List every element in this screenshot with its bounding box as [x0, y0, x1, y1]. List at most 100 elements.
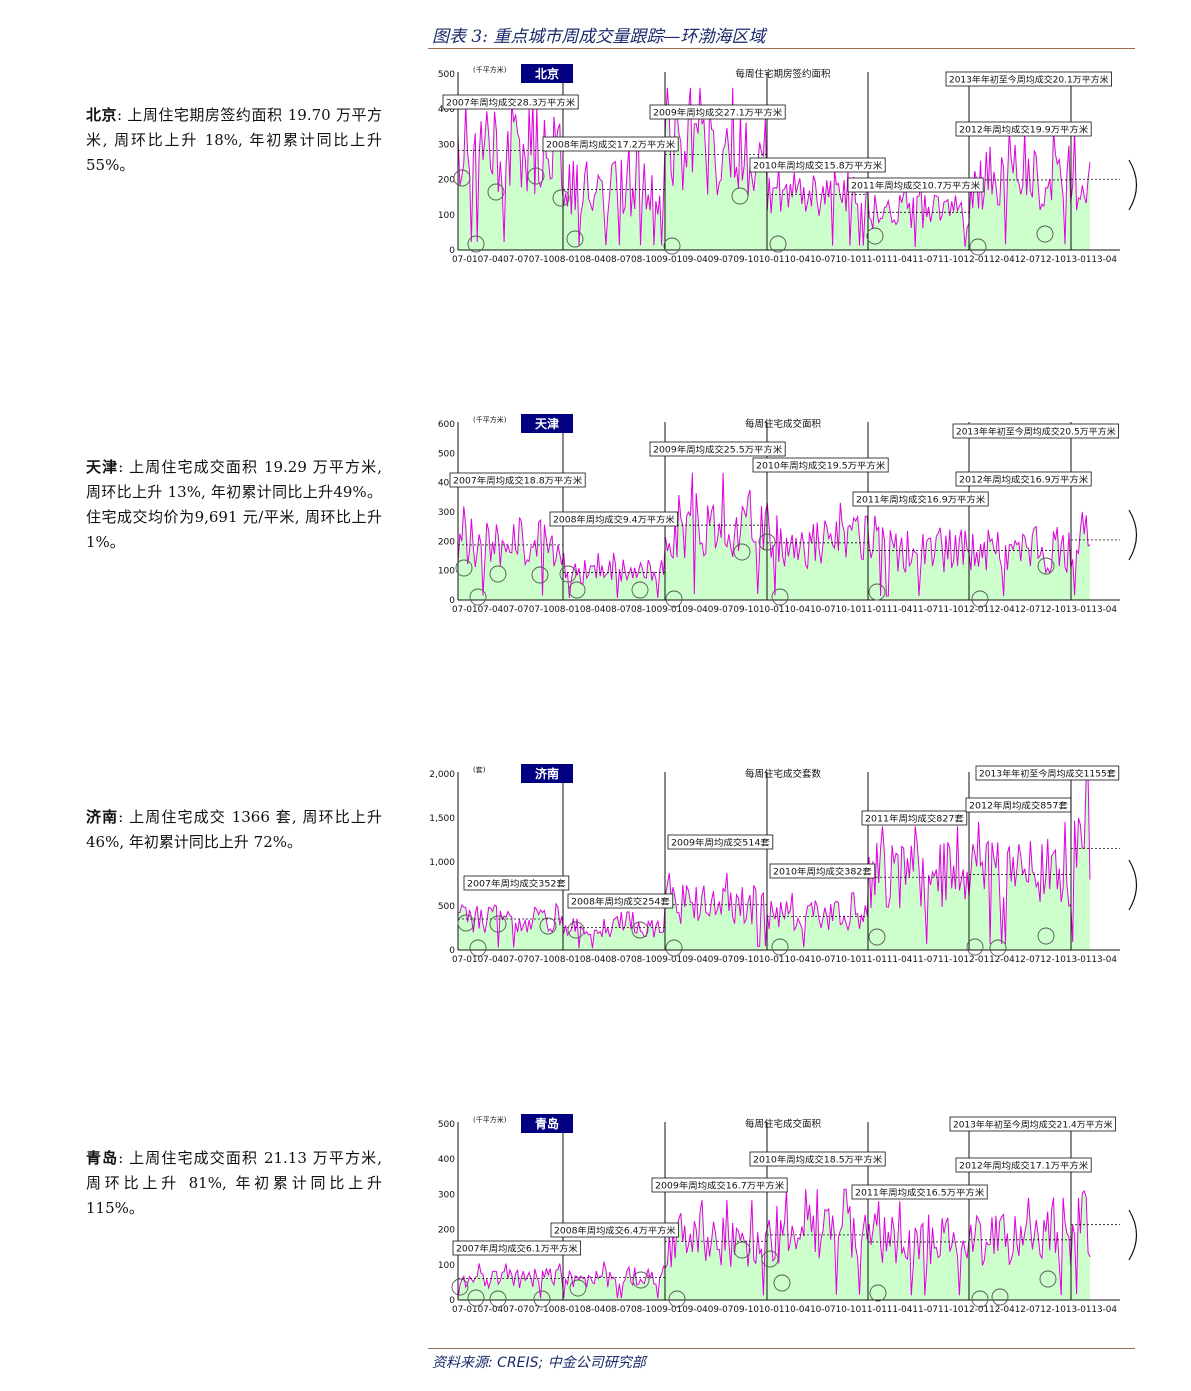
commentary-city: 济南 — [86, 808, 119, 826]
chart-tianjin: 0 100 200 300 400 500 600 07-0107-0407-0707-100… — [438, 414, 1138, 615]
highlight-circle — [969, 238, 987, 256]
annotation-box — [649, 441, 786, 457]
annotation-label: 2008年周均成交254套 — [571, 897, 670, 908]
y-tick-label: 100 — [438, 211, 455, 221]
y-tick-label: 500 — [438, 1120, 455, 1130]
y-tick-label: 400 — [438, 479, 455, 489]
chart-subtitle: 每周住宅成交套数 — [745, 768, 822, 780]
annotation-box — [463, 875, 570, 891]
highlight-circle — [467, 1289, 485, 1307]
city-badge — [521, 414, 573, 433]
city-badge-label: 济南 — [535, 766, 559, 781]
annotation-box — [851, 1184, 988, 1200]
y-tick-label: 0 — [449, 1296, 455, 1306]
highlight-circle — [457, 914, 475, 932]
highlight-circle — [1039, 1270, 1057, 1288]
annotation-box — [945, 71, 1113, 87]
series-area — [458, 1189, 1090, 1300]
unit-label: (千平方米) — [473, 1115, 507, 1124]
bracket-mark — [1128, 159, 1138, 211]
chart-subtitle: 每周住宅成交面积 — [745, 418, 822, 430]
annotation-label: 2013年年初至今周均成交20.1万平方米 — [949, 75, 1109, 86]
highlight-circle — [773, 1274, 791, 1292]
annotation-label: 2007年周均成交352套 — [467, 879, 566, 890]
highlight-circle — [469, 939, 487, 957]
city-badge-label: 天津 — [535, 416, 559, 431]
annotation-box — [449, 472, 586, 488]
highlight-circle — [568, 581, 586, 599]
source-note: 资料来源: CREIS; 中金公司研究部 — [432, 1355, 646, 1371]
city-badge — [521, 764, 573, 783]
chart-beijing: 0 100 200 300 400 500 07-0107-0407-0707-1008-0… — [438, 64, 1138, 265]
series-area — [458, 87, 1090, 250]
annotation-label: 2007年周均成交18.8万平方米 — [453, 476, 583, 487]
highlight-circle — [1037, 927, 1055, 945]
chart-qingdao: 0 100 200 300 400 500 07-0107-0407-0707-1008-0… — [438, 1114, 1138, 1315]
annotation-label: 2012年周均成交19.9万平方米 — [959, 125, 1089, 136]
annotation-label: 2009年周均成交25.5万平方米 — [653, 445, 783, 456]
annotation-box — [452, 1240, 581, 1256]
unit-label: (千平方米) — [473, 415, 507, 424]
highlight-circle — [733, 543, 751, 561]
annotation-box — [752, 457, 889, 473]
unit-label: (套) — [473, 765, 486, 774]
annotation-box — [955, 1157, 1092, 1173]
y-tick-label: 300 — [438, 1190, 455, 1200]
bracket-mark — [1128, 509, 1138, 561]
chart-jinan: 0 500 1,000 1,500 2,000 07-0107-0407-0707-100… — [429, 764, 1138, 965]
annotation-label: 2011年周均成交827套 — [865, 814, 964, 825]
annotation-label: 2010年周均成交382套 — [773, 867, 872, 878]
annotation-label: 2007年周均成交6.1万平方米 — [456, 1244, 578, 1255]
annotation-box — [847, 177, 984, 193]
highlight-circle — [761, 1250, 779, 1268]
highlight-circle — [489, 1290, 507, 1308]
annotation-box — [955, 121, 1092, 137]
bottom-rule — [428, 1348, 1135, 1349]
city-badge-label: 青岛 — [535, 1116, 559, 1131]
highlight-circle — [453, 169, 471, 187]
annotation-label: 2009年周均成交514套 — [671, 838, 770, 849]
annotation-box — [542, 136, 679, 152]
highlight-circle — [552, 189, 570, 207]
annotation-box — [442, 94, 579, 110]
commentary-text: : 上周住宅成交面积 21.13 万平方米, 周环比上升 81%, 年初累计同比… — [86, 1149, 382, 1217]
annotation-box — [852, 491, 989, 507]
y-tick-label: 400 — [438, 1155, 455, 1165]
highlight-circle — [966, 938, 984, 956]
y-tick-label: 400 — [438, 105, 455, 115]
highlight-circle — [487, 183, 505, 201]
annotation-label: 2013年年初至今周均成交20.5万平方米 — [956, 427, 1116, 438]
x-tick-labels: 07-0107-0407-0707-1008-0108-0408-0708-10… — [452, 1305, 1117, 1315]
annotation-label: 2007年周均成交28.3万平方米 — [446, 98, 576, 109]
y-tick-label: 1,000 — [429, 858, 455, 868]
highlight-circle — [989, 939, 1007, 957]
commentary-qingdao: 青岛: 上周住宅成交面积 21.13 万平方米, 周环比上升 81%, 年初累计… — [86, 1146, 382, 1221]
annotation-box — [749, 157, 886, 173]
highlight-circle — [971, 590, 989, 608]
y-tick-label: 600 — [438, 420, 455, 430]
highlight-circle — [731, 187, 749, 205]
highlight-circle — [527, 167, 545, 185]
chart-subtitle: 每周住宅期房签约面积 — [735, 68, 831, 80]
highlight-circle — [771, 938, 789, 956]
highlight-circle — [769, 235, 787, 253]
commentary-city: 青岛 — [86, 1149, 119, 1167]
highlight-circle — [866, 227, 884, 245]
annotation-label: 2009年周均成交16.7万平方米 — [655, 1181, 785, 1192]
y-tick-label: 2,000 — [429, 770, 455, 780]
y-tick-label: 500 — [438, 70, 455, 80]
highlight-circle — [451, 1278, 469, 1296]
chart-subtitle: 每周住宅成交面积 — [745, 1118, 822, 1130]
highlight-circle — [868, 583, 886, 601]
highlight-circle — [665, 939, 683, 957]
highlight-circle — [869, 1284, 887, 1302]
highlight-circle — [489, 915, 507, 933]
annotation-box — [975, 765, 1120, 781]
unit-label: (千平方米) — [473, 65, 507, 74]
commentary-city: 天津 — [86, 458, 119, 476]
highlight-circle — [533, 1290, 551, 1308]
highlight-circle — [991, 1288, 1009, 1306]
commentary-city: 北京 — [86, 106, 118, 124]
commentary-jinan: 济南: 上周住宅成交 1366 套, 周环比上升 46%, 年初累计同比上升 7… — [86, 805, 382, 855]
annotation-box — [649, 104, 786, 120]
